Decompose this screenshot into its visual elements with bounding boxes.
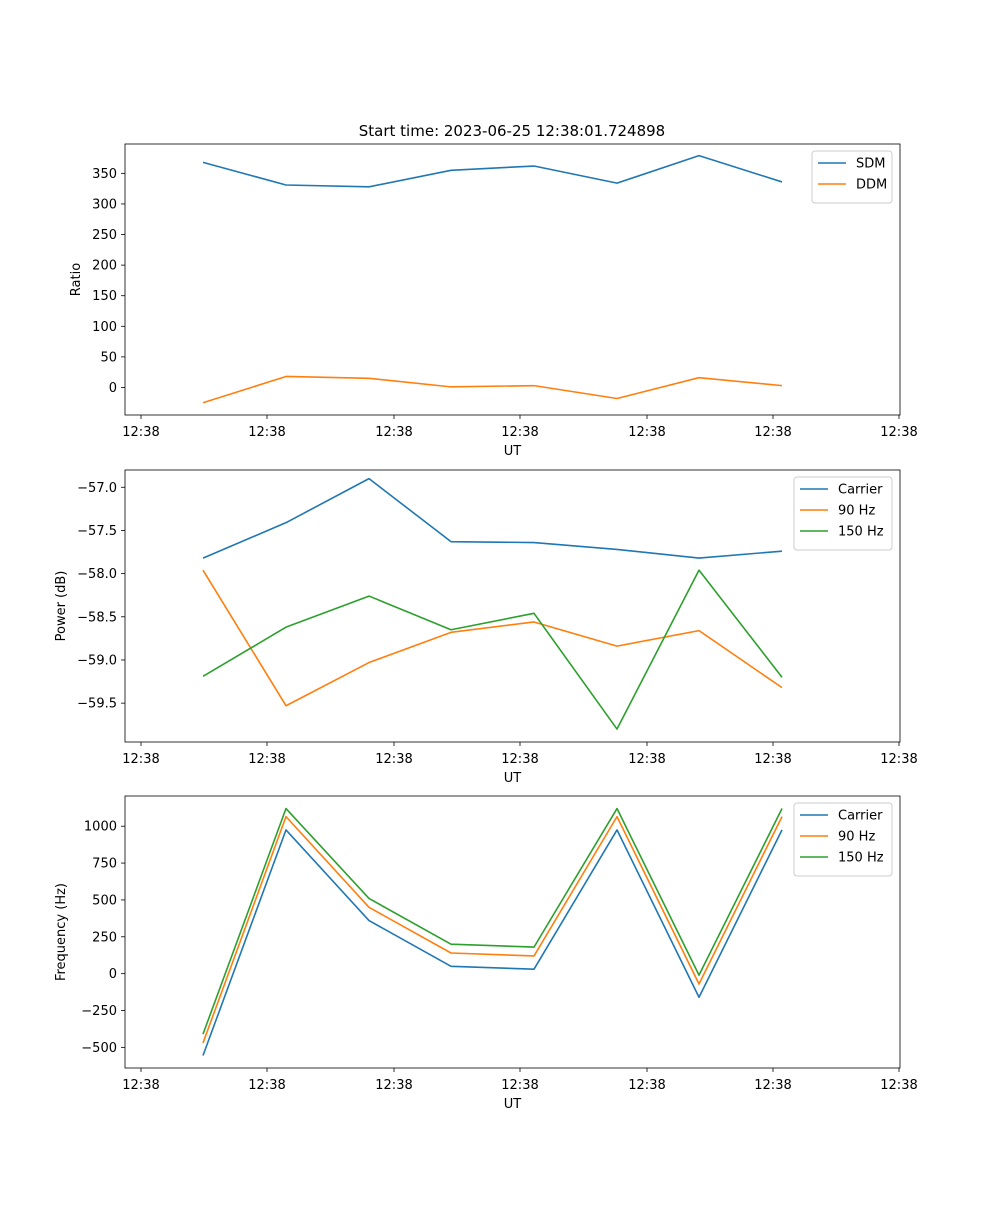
y-tick-label: −58.5 [77,610,117,625]
series-line-150-hz [202,807,783,1035]
x-axis-label: UT [504,1097,522,1112]
y-tick-label: 350 [92,167,117,182]
x-tick-label: 12:38 [754,752,791,767]
x-tick-label: 12:38 [628,752,665,767]
x-tick-label: 12:38 [501,752,538,767]
series-line-90-hz [202,815,783,1044]
y-tick-label: 0 [109,381,117,396]
y-tick-label: 300 [92,197,117,212]
x-tick-label: 12:38 [628,425,665,440]
x-tick-label: 12:38 [754,1078,791,1093]
axes-frame [124,795,901,1069]
x-tick-label: 12:38 [501,1078,538,1093]
x-tick-label: 12:38 [501,425,538,440]
legend-entry: Carrier [838,809,883,824]
axes-frame [124,143,901,416]
y-tick-label: −250 [81,1004,117,1019]
y-tick-label: 1000 [84,820,117,835]
chart-panel-2: 12:38 12:38 12:38 12:38 12:38 12:38 12:38 −59.5… [54,469,918,786]
y-tick-label: −57.5 [77,524,117,539]
legend-entry: 150 Hz [838,525,884,540]
y-tick-label: 50 [100,350,117,365]
legend: SDM DDM [811,150,893,204]
series-line-90-hz [202,569,783,707]
x-tick-label: 12:38 [880,1078,917,1093]
legend: Carrier 90 Hz 150 Hz [793,476,893,551]
legend-box [811,150,893,204]
legend-entry: 90 Hz [838,504,875,519]
x-tick-label: 12:38 [375,1078,412,1093]
legend-entry: 90 Hz [838,830,875,845]
x-tick-label: 12:38 [248,752,285,767]
y-tick-label: 0 [109,967,117,982]
x-axis-label: UT [504,771,522,786]
y-tick-label: 500 [92,893,117,908]
x-tick-label: 12:38 [248,425,285,440]
chart-title: Start time: 2023-06-25 12:38:01.724898 [359,122,665,140]
legend-entry: DDM [856,178,887,193]
chart-panel-3: 12:38 12:38 12:38 12:38 12:38 12:38 12:38 −500 −… [54,795,918,1112]
legend-entry: Carrier [838,483,883,498]
y-tick-label: 750 [92,857,117,872]
y-tick-label: −59.5 [77,697,117,712]
chart-panel-1: 12:38 12:38 12:38 12:38 12:38 12:38 12:38 0 50 10… [69,143,918,459]
y-tick-label: 100 [92,320,117,335]
y-tick-label: −500 [81,1041,117,1056]
y-axis-label: Ratio [69,263,84,296]
y-tick-label: −58.0 [77,567,117,582]
x-tick-label: 12:38 [122,752,159,767]
x-tick-label: 12:38 [754,425,791,440]
x-tick-label: 12:38 [880,425,917,440]
axes-frame [124,469,901,743]
y-tick-label: 200 [92,259,117,274]
legend: Carrier 90 Hz 150 Hz [793,802,893,877]
x-tick-label: 12:38 [628,1078,665,1093]
y-tick-label: 250 [92,228,117,243]
y-tick-label: 150 [92,289,117,304]
y-tick-label: 250 [92,930,117,945]
series-line-sdm [202,154,783,188]
x-tick-label: 12:38 [122,425,159,440]
x-tick-label: 12:38 [375,752,412,767]
legend-entry: SDM [856,157,885,172]
x-tick-label: 12:38 [122,1078,159,1093]
y-axis-label: Power (dB) [54,571,69,642]
y-axis-label: Frequency (Hz) [54,883,69,981]
legend-entry: 150 Hz [838,851,884,866]
y-tick-label: −59.0 [77,653,117,668]
series-line-ddm [202,375,783,404]
x-axis-label: UT [504,444,522,459]
series-line-carrier [202,829,783,1056]
series-line-150-hz [202,569,783,730]
series-line-carrier [202,477,783,559]
x-tick-label: 12:38 [248,1078,285,1093]
y-tick-label: −57.0 [77,481,117,496]
x-tick-label: 12:38 [375,425,412,440]
x-tick-label: 12:38 [880,752,917,767]
